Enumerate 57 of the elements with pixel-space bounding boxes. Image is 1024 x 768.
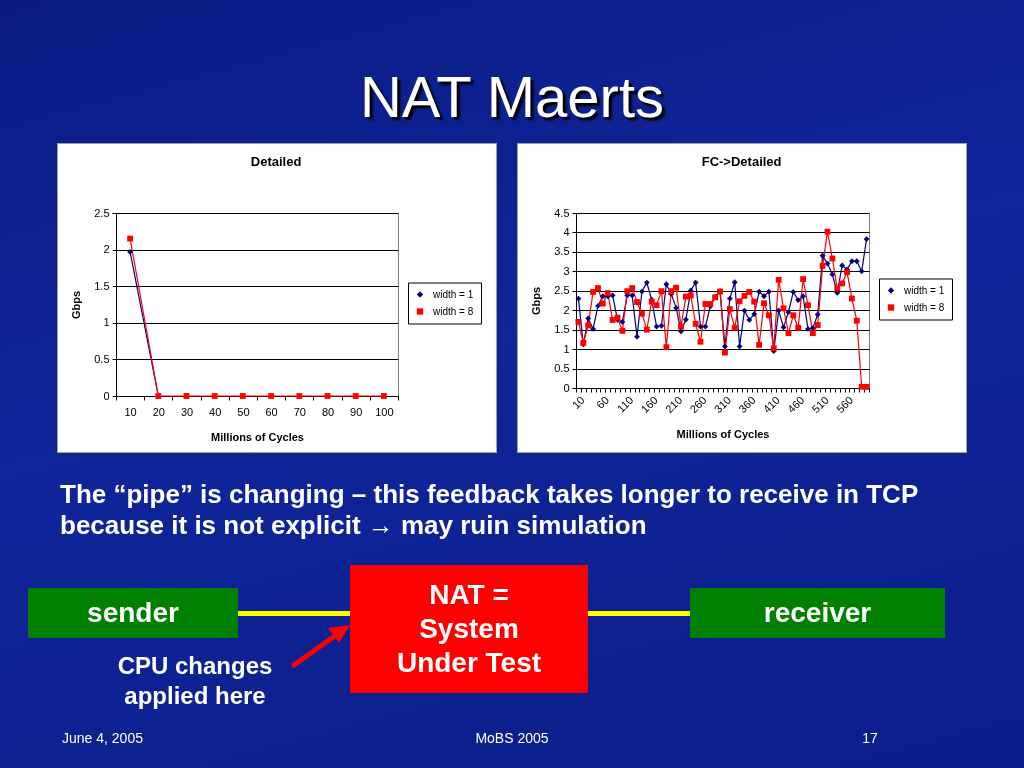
x-tick-label: 110 <box>614 393 636 415</box>
x-tick-label: 50 <box>237 405 250 418</box>
y-tick-label: 0 <box>563 381 570 394</box>
x-tick-label: 10 <box>569 393 587 411</box>
y-tick-label: 1 <box>563 342 570 355</box>
y-tick-label: 0.5 <box>554 362 570 375</box>
y-tick-label: 2.5 <box>94 206 110 219</box>
y-tick-label: 0.5 <box>94 352 110 365</box>
legend-label: width = 1 <box>432 288 474 300</box>
x-tick-label: 80 <box>321 405 335 418</box>
y-tick-label: 3.5 <box>554 245 570 258</box>
x-tick-label: 410 <box>760 393 783 416</box>
y-tick-label: 4 <box>563 225 570 238</box>
legend-label: width = 1 <box>903 284 945 296</box>
x-tick-label: 560 <box>833 393 856 416</box>
text: MoBS 2005 <box>475 729 549 747</box>
x-tick-label: 70 <box>293 405 306 418</box>
x-tick-label: 20 <box>152 405 165 418</box>
y-tick-label: 2 <box>563 303 570 316</box>
y-axis-title: Gbps <box>530 286 543 316</box>
x-tick-label: 60 <box>265 405 278 418</box>
x-tick-label: 310 <box>711 393 734 416</box>
x-tick-label: 40 <box>209 405 222 418</box>
x-axis-title: Millions of Cycles <box>676 428 770 441</box>
x-tick-label: 60 <box>593 393 612 411</box>
text: June 4, 2005 <box>62 729 143 747</box>
x-tick-label: 210 <box>662 393 685 416</box>
y-axis-title: Gbps <box>70 290 83 320</box>
x-tick-label: 90 <box>350 405 363 418</box>
x-tick-label: 10 <box>124 405 137 418</box>
x-tick-label: 160 <box>638 393 660 416</box>
y-tick-label: 1 <box>103 316 110 329</box>
y-tick-label: 1.5 <box>554 323 570 336</box>
x-tick-label: 360 <box>736 393 758 416</box>
text: NAT = System Under Test <box>395 578 543 680</box>
y-tick-label: 3 <box>563 264 570 277</box>
x-tick-label: 510 <box>809 393 831 416</box>
y-tick-label: 2.5 <box>554 284 570 297</box>
x-tick-label: 460 <box>785 393 807 416</box>
text: The “pipe” is changing – this feedback takes longer to receive in TCP because it is not explicit → may ruin simulation <box>60 479 919 541</box>
y-tick-label: 1.5 <box>94 279 110 292</box>
chart-title: FC->Detailed <box>701 154 782 169</box>
legend-label: width = 8 <box>903 301 945 313</box>
x-axis-title: Millions of Cycles <box>211 430 304 443</box>
text: 17 <box>862 729 878 747</box>
text: receiver <box>763 597 872 629</box>
y-tick-label: 4.5 <box>554 206 570 219</box>
text: CPU changes applied here <box>116 651 274 711</box>
chart-title: Detailed <box>250 154 302 169</box>
x-tick-label: 100 <box>375 405 394 418</box>
legend-label: width = 8 <box>432 305 474 317</box>
y-tick-label: 0 <box>103 389 110 402</box>
text: sender <box>87 597 179 629</box>
x-tick-label: 260 <box>687 393 709 416</box>
text: NAT Maerts <box>359 63 665 131</box>
y-tick-label: 2 <box>103 243 110 256</box>
x-tick-label: 30 <box>180 405 194 418</box>
